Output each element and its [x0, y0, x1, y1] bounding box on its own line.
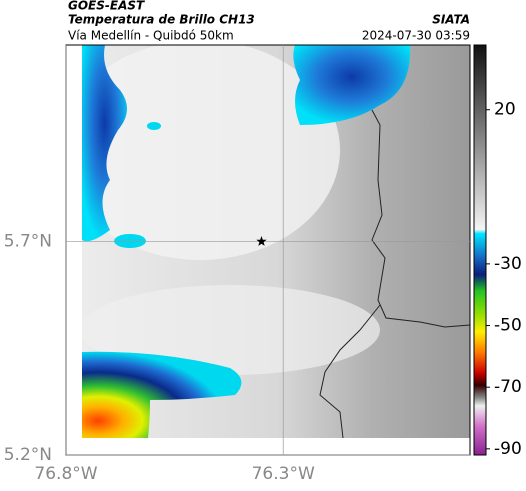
colorbar-tick-label: -30 [494, 254, 522, 274]
location-marker [256, 236, 267, 246]
datetime: 2024-07-30 03:59 [362, 29, 470, 43]
x-tick-label: 76.8°W [34, 464, 97, 484]
colorbar [473, 44, 487, 456]
agency: SIATA [432, 13, 470, 27]
cold-cloud [82, 351, 242, 438]
colorbar-tick-label: -70 [494, 377, 522, 397]
subtitle: Vía Medellín - Quibdó 50km [68, 29, 234, 43]
x-tick-label: 76.3°W [252, 464, 315, 484]
colorbar-tick-label: 20 [494, 100, 516, 120]
colorbar-tick-label: -90 [494, 439, 522, 459]
colorbar-tick-label: -50 [494, 316, 522, 336]
title: Temperatura de Brillo CH13 [68, 13, 255, 27]
cloud [82, 45, 340, 260]
cold-cloud [114, 234, 146, 248]
border [319, 109, 470, 438]
y-tick-label: 5.2°N [4, 445, 52, 465]
cold-cloud [82, 45, 128, 242]
cloud [82, 285, 380, 375]
cold-cloud [147, 122, 161, 130]
satellite-image [82, 45, 470, 438]
source: GOES-EAST [68, 0, 145, 13]
y-tick-label: 5.7°N [4, 231, 52, 251]
cold-cloud [293, 45, 411, 125]
